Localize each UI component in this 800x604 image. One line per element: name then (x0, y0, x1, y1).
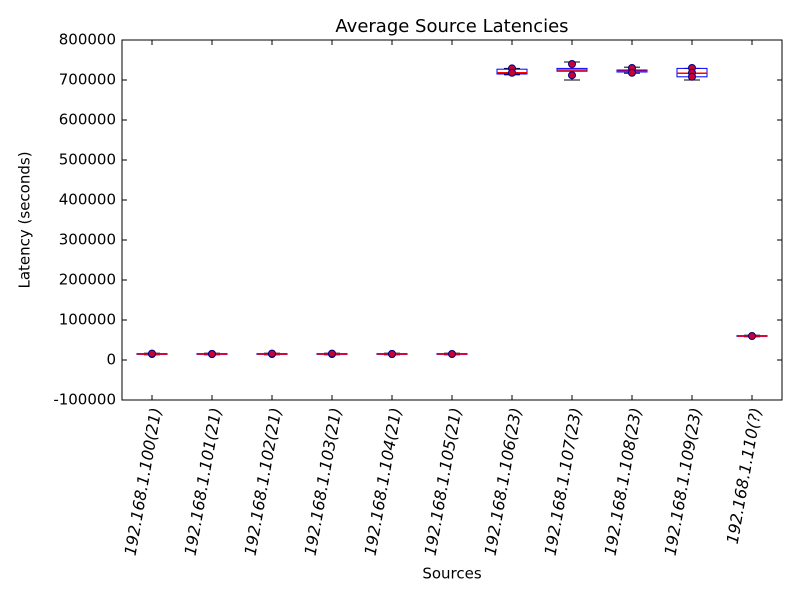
x-tick-label: 192.168.1.104(21) (361, 406, 406, 557)
plot-frame (121, 39, 783, 401)
x-tick-label: 192.168.1.108(23) (601, 406, 646, 557)
x-axis-title: Sources (422, 565, 482, 583)
x-tick-label: 192.168.1.110(?) (723, 406, 766, 545)
point (268, 349, 276, 358)
x-tick-label: 192.168.1.102(21) (241, 406, 286, 557)
point (448, 350, 456, 358)
x-tick-label: 192.168.1.103(21) (301, 406, 346, 557)
point (688, 72, 696, 81)
y-tick-label: -100000 (53, 391, 116, 409)
point (628, 68, 636, 77)
point (568, 71, 576, 80)
y-tick-label: 400000 (59, 191, 116, 209)
point (208, 350, 216, 358)
x-tick-label: 192.168.1.107(23) (541, 406, 586, 557)
y-tick-label: 200000 (59, 271, 116, 289)
point (328, 349, 336, 358)
x-tick-label: 192.168.1.101(21) (181, 406, 226, 557)
point (568, 60, 576, 68)
y-tick-label: 300000 (59, 231, 116, 249)
y-tick-label: 800000 (59, 31, 116, 49)
y-tick-label: 0 (106, 351, 116, 369)
chart-title: Average Source Latencies (335, 16, 568, 37)
x-tick-label: 192.168.1.106(23) (481, 406, 526, 557)
point (508, 68, 516, 77)
point (748, 332, 756, 340)
y-tick-label: 700000 (59, 71, 116, 89)
x-tick-label: 192.168.1.100(21) (121, 406, 166, 557)
x-tick-label: 192.168.1.109(23) (661, 406, 706, 557)
point (388, 350, 396, 358)
y-tick-label: 100000 (59, 311, 116, 329)
y-tick-label: 600000 (59, 111, 116, 129)
point (148, 349, 156, 358)
y-tick-label: 500000 (59, 151, 116, 169)
x-tick-label: 192.168.1.105(21) (421, 406, 466, 557)
y-axis-title: Latency (seconds) (16, 151, 34, 288)
